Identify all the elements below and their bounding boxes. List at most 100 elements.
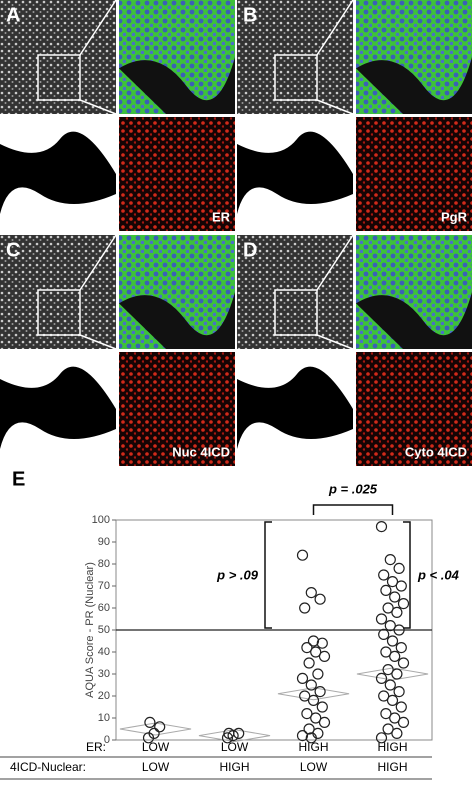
annotation: p = .025 bbox=[328, 481, 378, 496]
panel: A ER bbox=[0, 0, 235, 231]
panel-label: E bbox=[12, 468, 25, 490]
data-point bbox=[316, 637, 328, 649]
y-tick-label: 10 bbox=[98, 712, 110, 724]
data-point bbox=[375, 672, 388, 685]
data-point bbox=[386, 575, 399, 588]
data-point bbox=[389, 591, 401, 603]
y-tick-label: 90 bbox=[98, 536, 110, 548]
data-point bbox=[296, 549, 309, 561]
data-point bbox=[378, 628, 390, 641]
mask-blob bbox=[0, 366, 116, 449]
data-point bbox=[144, 716, 156, 729]
row-label: ER: bbox=[86, 740, 106, 754]
data-point bbox=[154, 721, 166, 733]
inset-line bbox=[316, 99, 354, 115]
x-tick-label: LOW bbox=[142, 760, 170, 774]
data-point bbox=[303, 657, 315, 669]
data-point bbox=[148, 727, 160, 740]
data-point bbox=[303, 723, 315, 735]
bracket bbox=[403, 521, 411, 629]
data-point bbox=[299, 690, 311, 702]
x-tick-label: LOW bbox=[142, 740, 170, 754]
data-point bbox=[386, 635, 399, 647]
mask-blob bbox=[0, 131, 116, 214]
data-point bbox=[375, 520, 388, 533]
data-point bbox=[296, 672, 309, 685]
annotation: p > .09 bbox=[216, 567, 259, 582]
data-point bbox=[395, 580, 407, 592]
x-tick-label: HIGH bbox=[378, 760, 408, 774]
panel-label: A bbox=[6, 4, 20, 26]
red-stain bbox=[119, 117, 235, 231]
y-tick-label: 50 bbox=[98, 624, 110, 636]
data-point bbox=[391, 668, 403, 680]
inset-line bbox=[79, 0, 117, 56]
data-point bbox=[221, 732, 234, 744]
data-point bbox=[384, 553, 396, 566]
micrograph bbox=[0, 235, 116, 349]
red-stain bbox=[356, 352, 472, 466]
annotation: p < .04 bbox=[417, 567, 460, 582]
panel-caption: Nuc 4ICD bbox=[172, 444, 230, 459]
panel-label: C bbox=[6, 239, 20, 261]
mean-diamond bbox=[277, 687, 350, 701]
y-axis-label: AQUA Score - PR (Nuclear) bbox=[84, 562, 96, 698]
mask-blob bbox=[237, 366, 353, 449]
panel: C Nuc 4ICD bbox=[0, 234, 235, 466]
data-point bbox=[296, 729, 309, 742]
data-point bbox=[301, 707, 313, 720]
x-tick-label: HIGH bbox=[299, 740, 329, 754]
panel-caption: PgR bbox=[441, 209, 468, 224]
inset-line bbox=[79, 334, 117, 350]
data-point bbox=[380, 707, 392, 720]
data-point bbox=[397, 657, 410, 669]
x-tick-label: LOW bbox=[221, 740, 249, 754]
stroma bbox=[356, 292, 472, 349]
data-point bbox=[397, 597, 410, 610]
image-panels: A ER B PgR C Nuc 4ICD D Cyto 4ICD bbox=[0, 0, 472, 466]
panel-label: B bbox=[243, 4, 257, 26]
data-point bbox=[391, 727, 403, 740]
data-point bbox=[310, 712, 322, 724]
chart: 0 10 20 30 40 50 60 70 80 90 100 ER:4ICD-Nuclear: LO… bbox=[0, 481, 460, 780]
data-point bbox=[397, 716, 410, 729]
data-point bbox=[378, 690, 390, 702]
micrograph bbox=[237, 235, 353, 349]
data-point bbox=[384, 679, 396, 691]
red-stain bbox=[356, 117, 472, 231]
bracket bbox=[312, 504, 394, 515]
inset-box bbox=[274, 289, 318, 336]
data-point bbox=[380, 584, 392, 597]
data-point bbox=[312, 668, 324, 680]
data-point bbox=[318, 716, 331, 729]
x-tick-label: HIGH bbox=[220, 760, 250, 774]
panel-caption: Cyto 4ICD bbox=[405, 444, 467, 459]
bracket bbox=[264, 521, 272, 629]
y-tick-label: 40 bbox=[98, 646, 110, 658]
panel: B PgR bbox=[237, 0, 472, 231]
inset-line bbox=[79, 234, 117, 291]
y-tick-label: 0 bbox=[104, 734, 110, 746]
x-tick-label: HIGH bbox=[378, 740, 408, 754]
data-point bbox=[299, 602, 311, 614]
stroma bbox=[119, 57, 235, 114]
y-tick-label: 100 bbox=[92, 514, 110, 526]
data-point bbox=[305, 586, 317, 599]
data-point bbox=[301, 641, 313, 654]
inset-line bbox=[79, 99, 117, 115]
data-point bbox=[382, 602, 394, 614]
y-tick-label: 60 bbox=[98, 602, 110, 614]
data-point bbox=[382, 663, 394, 676]
y-tick-label: 20 bbox=[98, 690, 110, 702]
data-point bbox=[393, 624, 405, 636]
data-point bbox=[310, 646, 322, 658]
y-tick-label: 30 bbox=[98, 668, 110, 680]
data-point bbox=[395, 641, 407, 654]
data-point bbox=[305, 679, 317, 691]
panel-label: D bbox=[243, 239, 257, 261]
inset-line bbox=[316, 334, 354, 350]
data-point bbox=[380, 646, 392, 658]
data-point bbox=[307, 694, 320, 707]
micrograph bbox=[0, 0, 116, 114]
